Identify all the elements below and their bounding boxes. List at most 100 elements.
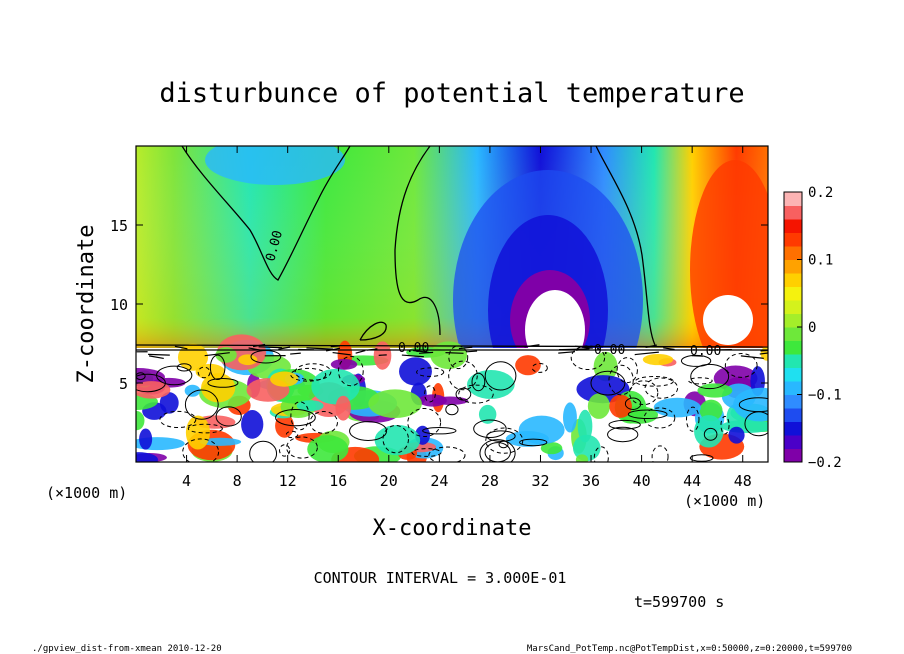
interface-contour [148, 355, 164, 360]
colorbar: 0.2 0.1 0 −0.1 −0.2 [783, 185, 842, 471]
lower-contour [484, 361, 517, 391]
lower-contour [590, 370, 626, 396]
interface-contour [418, 351, 434, 354]
x-tick-label: 32 [531, 472, 549, 490]
lower-contour [207, 377, 239, 388]
colorbar-tick-label: 0.2 [808, 185, 833, 201]
colorbar-swatch [784, 286, 802, 301]
lower-contour [473, 419, 507, 438]
turbulent-cell [430, 341, 468, 370]
turbulent-cell [587, 393, 610, 419]
interface-contour [278, 346, 291, 350]
turbulent-cell [697, 383, 733, 398]
turbulent-cell [159, 392, 179, 414]
lower-contour [416, 367, 445, 377]
x-tick-label: 36 [582, 472, 600, 490]
turbulent-cell [136, 410, 145, 431]
turbulent-cell [540, 442, 563, 455]
turbulent-cell [330, 358, 358, 370]
y-axis-label: Z-coordinate [74, 225, 99, 384]
lower-contour [290, 401, 310, 431]
x-axis-label: X-coordinate [373, 516, 532, 541]
colorbar-tick-label: −0.1 [808, 388, 842, 404]
lower-contour [686, 406, 700, 432]
lower-contour [309, 410, 338, 434]
interface-contour [759, 352, 768, 355]
lower-contour [176, 363, 192, 372]
lower-contour [136, 372, 146, 381]
lower-contour [519, 438, 548, 447]
lower-contour [286, 436, 318, 459]
lower-contour [182, 438, 220, 462]
colorbar-swatch [784, 354, 802, 368]
lower-contour [485, 427, 524, 454]
turbulent-cell [374, 425, 421, 456]
turbulent-cell [728, 426, 745, 444]
lower-contour [593, 446, 609, 462]
lower-contour [382, 424, 409, 454]
interface-contour [248, 347, 263, 352]
interface-contour [258, 346, 282, 349]
lower-contour [498, 440, 509, 449]
lower-contour [197, 366, 211, 379]
lower-contour [448, 345, 469, 370]
time-stamp: t=599700 s [634, 593, 724, 611]
colorbar-swatch [784, 394, 802, 409]
x-tick-label: 8 [233, 472, 242, 490]
interface-contour [558, 351, 576, 354]
interface-contour [709, 349, 732, 351]
zero-contour-right [595, 146, 656, 346]
interface-contour [366, 348, 378, 351]
contour-labels: 0.00 0.00 0.00 0.00 [263, 229, 721, 359]
x-tick-label: 12 [279, 472, 297, 490]
turbulent-cell [518, 415, 565, 445]
x-tick-label: 48 [734, 472, 752, 490]
lower-contour [690, 363, 730, 390]
turbulent-cell [694, 415, 724, 448]
colorbar-swatch [784, 273, 802, 287]
boundary-contour [136, 344, 768, 348]
interface-contour [645, 344, 658, 348]
interface-contour [524, 344, 540, 348]
upper-cool-patch [205, 146, 345, 185]
turbulent-cell [642, 353, 674, 366]
lower-contour [689, 454, 714, 462]
lower-contour [249, 440, 278, 462]
colorbar-swatch [784, 381, 802, 395]
turbulent-cell [311, 368, 360, 405]
x-unit-right: (×1000 m) [684, 492, 765, 510]
lower-contour [703, 427, 718, 441]
x-tick-label: 16 [329, 472, 347, 490]
colorbar-swatch [784, 367, 802, 382]
turbulent-cell [575, 454, 589, 462]
interface-contour [401, 354, 424, 358]
x-tick-label: 24 [430, 472, 448, 490]
interface-contour [663, 347, 675, 351]
lower-contour [349, 421, 388, 441]
lower-contour [285, 430, 299, 439]
y-axis: 5 10 15 [110, 217, 768, 393]
lower-contour [651, 445, 669, 462]
interface-contour [760, 349, 768, 352]
footer-left: ./gpview_dist-from-xmean 2010-12-20 [32, 644, 222, 654]
lower-contour [424, 385, 436, 403]
x-unit-left: (×1000 m) [46, 484, 127, 502]
interface-contour [413, 349, 430, 354]
warm-anomaly-core [703, 295, 753, 345]
interface-contour [252, 343, 266, 348]
colorbar-swatch [784, 313, 802, 328]
contours [136, 146, 768, 462]
lower-contour [608, 419, 641, 430]
turbulent-cell [733, 387, 768, 422]
colorbar-swatch [784, 421, 802, 436]
turbulent-cell [593, 351, 618, 382]
turbulent-cell [139, 428, 153, 450]
lower-contour [250, 349, 282, 364]
contour-label: 0.00 [594, 343, 625, 358]
colorbar-tick-label: 0 [808, 320, 816, 336]
turbulent-cell [270, 371, 299, 387]
lower-contour [607, 426, 639, 443]
lower-contour [215, 406, 242, 427]
lower-contour [337, 355, 364, 387]
colorbar-swatch [784, 448, 802, 463]
